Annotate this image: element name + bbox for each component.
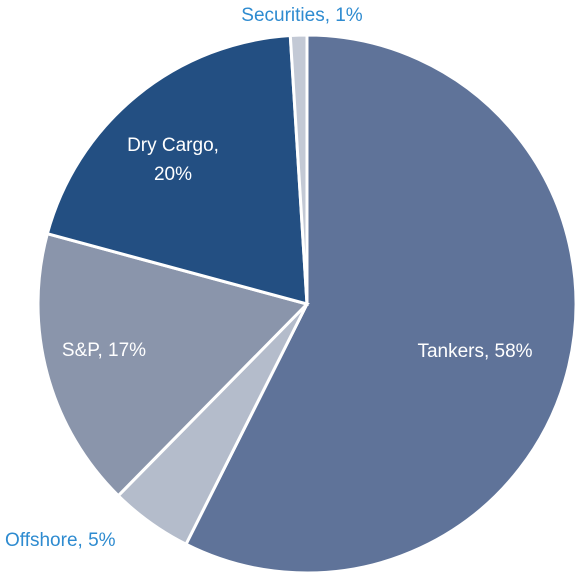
label-line: 20% [154, 164, 192, 185]
data-label: Dry Cargo, 20% [127, 135, 219, 185]
data-label: Securities, 1% [241, 5, 363, 26]
data-label: Tankers, 58% [417, 341, 532, 362]
pie-slice [183, 33, 577, 575]
pie-slice [36, 231, 310, 498]
data-label: Offshore, 5% [5, 530, 116, 551]
label-line: Dry Cargo, [127, 135, 219, 156]
pie-slice [45, 33, 309, 306]
pie-slice [288, 33, 309, 305]
data-label: S&P, 17% [62, 340, 146, 361]
